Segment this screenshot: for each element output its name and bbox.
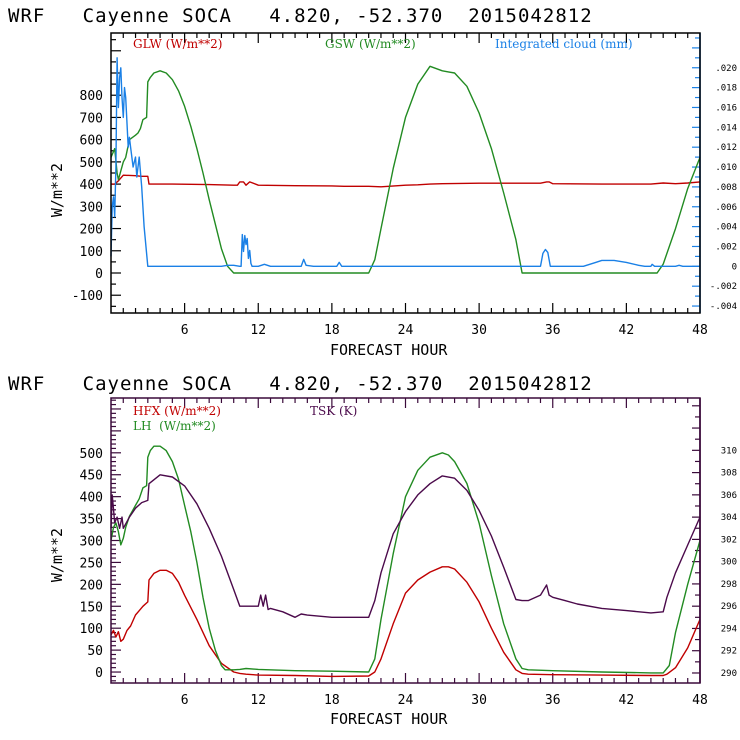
x-tick-label: 12	[250, 323, 266, 338]
x-tick-label: 42	[619, 323, 635, 338]
x-tick-label: 42	[619, 693, 635, 708]
series-line-lh	[110, 445, 701, 674]
y-tick-label: -100	[72, 289, 103, 304]
top-panel-ylabel: W/m**2	[48, 163, 66, 217]
x-tick-label: 18	[324, 693, 340, 708]
x-tick-label: 30	[471, 323, 487, 338]
y2-tick-label: 300	[721, 558, 737, 568]
y2-tick-label: .018	[715, 84, 737, 94]
series-line-hfx	[110, 566, 701, 678]
top-panel: WRF Cayenne SOCA 4.820, -52.370 20150428…	[8, 5, 737, 359]
y2-tick-label: 290	[721, 669, 737, 679]
y-tick-label: 600	[80, 134, 103, 149]
x-tick-label: 12	[250, 693, 266, 708]
legend-glw: GLW (W/m**2)	[133, 37, 222, 51]
y-tick-label: 100	[80, 245, 103, 260]
y-tick-label: 150	[80, 600, 103, 615]
y2-tick-label: 298	[721, 580, 737, 590]
y2-tick-label: 308	[721, 469, 737, 479]
y2-tick-label: 296	[721, 602, 737, 612]
y-tick-label: 500	[80, 156, 103, 171]
bottom-panel-ticks: 6 12 18 24 30 36 42 48 0 50 100 150 200 250 300 350 400 4…	[80, 398, 737, 708]
x-tick-label: 24	[398, 693, 414, 708]
legend-gsw: GSW (W/m**2)	[325, 37, 416, 51]
x-tick-label: 18	[324, 323, 340, 338]
series-line-tsk	[110, 474, 701, 618]
x-tick-label: 48	[692, 323, 708, 338]
y-tick-label: 50	[87, 644, 103, 659]
y2-tick-label: .016	[715, 103, 737, 113]
y-tick-label: 200	[80, 223, 103, 238]
y2-tick-label: .008	[715, 183, 737, 193]
bottom-panel-ylabel: W/m**2	[48, 528, 66, 582]
bottom-panel-xlabel: FORECAST HOUR	[330, 710, 448, 728]
top-panel-frame	[110, 32, 701, 314]
series-line-integrated	[110, 57, 700, 267]
y-tick-label: 700	[80, 111, 103, 126]
y2-tick-label: .004	[715, 223, 737, 233]
bottom-panel: WRF Cayenne SOCA 4.820, -52.370 20150428…	[8, 373, 737, 728]
y2-tick-label: -.004	[710, 302, 737, 312]
bottom-panel-series	[110, 445, 701, 678]
y2-tick-label: 304	[721, 513, 737, 523]
y2-tick-label: 310	[721, 446, 737, 456]
y-tick-label: 300	[80, 535, 103, 550]
top-panel-xlabel: FORECAST HOUR	[330, 341, 448, 359]
top-panel-title: WRF Cayenne SOCA 4.820, -52.370 20150428…	[8, 5, 593, 27]
y-tick-label: 250	[80, 556, 103, 571]
y2-tick-label: .002	[715, 242, 737, 252]
y-tick-label: 800	[80, 89, 103, 104]
x-tick-label: 6	[181, 323, 189, 338]
y-tick-label: 0	[95, 267, 103, 282]
series-line-gsw	[110, 65, 701, 274]
y-tick-label: 0	[95, 666, 103, 681]
y2-tick-label: .014	[715, 123, 737, 133]
legend-cloud: Integrated cloud (mm)	[495, 37, 633, 51]
legend-hfx: HFX (W/m**2)	[133, 404, 221, 418]
top-panel-series	[110, 57, 701, 274]
bottom-panel-title: WRF Cayenne SOCA 4.820, -52.370 20150428…	[8, 373, 593, 395]
legend-tsk: TSK (K)	[310, 404, 357, 418]
x-tick-label: 36	[545, 693, 561, 708]
bottom-panel-frame	[110, 397, 701, 684]
y-tick-label: 400	[80, 491, 103, 506]
series-line-glw	[111, 174, 701, 188]
y-tick-label: 100	[80, 622, 103, 637]
y2-tick-label: 294	[721, 624, 737, 634]
y-tick-label: 200	[80, 578, 103, 593]
y2-tick-label: .010	[715, 163, 737, 173]
y-tick-label: 350	[80, 513, 103, 528]
top-panel-ticks: 6 12 18 24 30 36 42 48 -100 0 100 200 300 400 500 600 70…	[72, 33, 737, 338]
y2-tick-label: 302	[721, 535, 737, 545]
y2-tick-label: .012	[715, 143, 737, 153]
y-tick-label: 400	[80, 178, 103, 193]
x-tick-label: 6	[181, 693, 189, 708]
legend-lh: LH (W/m**2)	[133, 419, 216, 433]
y2-tick-label: 0	[732, 262, 737, 272]
y2-tick-label: 306	[721, 491, 737, 501]
x-tick-label: 36	[545, 323, 561, 338]
y2-tick-label: .006	[715, 203, 737, 213]
y2-tick-label: -.002	[710, 282, 737, 292]
x-tick-label: 30	[471, 693, 487, 708]
y-tick-label: 300	[80, 200, 103, 215]
x-tick-label: 48	[692, 693, 708, 708]
y2-tick-label: .020	[715, 64, 737, 74]
y-tick-label: 450	[80, 469, 103, 484]
y-tick-label: 500	[80, 447, 103, 462]
x-tick-label: 24	[398, 323, 414, 338]
y2-tick-label: 292	[721, 647, 737, 657]
